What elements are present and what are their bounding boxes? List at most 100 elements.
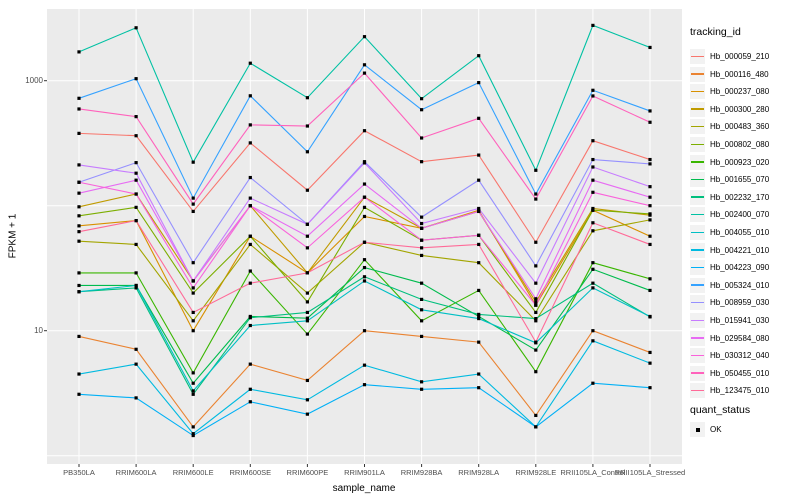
data-point [477,153,481,157]
legend-label: Hb_050455_010 [710,368,770,378]
legend-entry: Hb_000059_210 [690,49,769,64]
legend-entry: Hb_030312_040 [690,348,769,364]
data-point [362,205,367,209]
legend-label: Hb_015941_030 [710,316,770,325]
legend-entry: Hb_001655_070 [690,172,770,188]
data-point [191,261,195,265]
data-point [77,191,81,195]
data-point [248,323,252,328]
data-point [591,329,595,333]
data-point [420,319,424,323]
data-point [305,310,309,315]
legend-key [690,260,705,276]
data-point [134,192,138,196]
data-point [248,234,252,238]
data-point [534,348,538,352]
data-point [591,23,595,27]
data-point [477,206,481,211]
legend-key [690,84,705,100]
data-point [591,221,595,225]
legend-line-swatch [691,319,704,322]
legend-line-swatch [691,196,704,198]
data-point [305,319,309,323]
legend-line-swatch [691,266,704,269]
legend-key [690,313,705,328]
data-point [77,224,81,228]
data-point [248,94,252,98]
legend-line-swatch [691,389,704,392]
legend-label: Hb_004055_010 [710,228,770,237]
quant-status-legend-entry: OK [690,422,722,437]
data-point [534,303,538,307]
legend-label: Hb_004221_010 [710,245,770,255]
data-point [191,196,195,200]
legend-label: Hb_001655_070 [710,175,770,185]
data-point [362,329,367,333]
legend-key [690,348,705,364]
data-point [134,347,138,351]
data-point [534,310,538,315]
legend-label: Hb_000116_480 [710,69,769,79]
data-point [648,204,652,208]
data-point [534,240,538,244]
legend-line-swatch [691,354,704,357]
legend-entry: Hb_000237_080 [690,84,769,100]
data-point [77,334,81,339]
data-point [305,291,309,295]
data-point [648,45,652,50]
x-tick-label: RRIM600LA [115,468,157,477]
x-tick-label: PB350LA [63,468,95,477]
data-point [134,134,138,138]
legend-line-swatch [691,372,704,374]
data-point [134,115,138,119]
data-point [648,361,652,365]
data-point [191,381,195,385]
data-point [248,175,252,180]
data-point [534,264,538,268]
data-point [362,182,367,186]
data-point [305,300,309,304]
data-point [477,178,481,182]
data-point [77,271,81,275]
data-point [477,288,481,293]
data-point [477,54,481,58]
legend-entry: Hb_002400_070 [690,207,769,223]
data-point [362,265,367,270]
data-point [248,281,252,285]
data-point [534,297,538,301]
data-point [591,206,595,211]
data-point [420,215,424,219]
data-point [648,185,652,189]
data-point [420,380,424,384]
data-point [134,283,138,288]
data-point [77,239,81,243]
data-point [420,221,424,226]
legend-line-swatch [691,301,704,304]
data-point [534,192,538,196]
data-point [134,205,138,209]
legend-key [690,383,705,399]
data-point [191,389,195,393]
data-point [420,97,424,101]
legend-label: Hb_008959_030 [710,298,770,308]
x-tick-label: RRIM600SE [229,468,272,477]
data-point [134,171,138,175]
legend-key [690,189,705,205]
data-point [191,329,195,333]
data-point [534,168,538,172]
y-tick-label: 1000 [25,75,43,85]
data-point [362,279,367,283]
data-point [477,242,481,247]
data-point [534,300,538,304]
legend-entry: Hb_004223_090 [690,260,769,276]
data-point [477,81,481,85]
legend-key [690,365,705,381]
data-point [648,157,652,162]
data-point [477,209,481,214]
data-point [248,196,252,200]
data-point [477,314,481,319]
legend-key [690,277,705,293]
legend-label: Hb_000923_020 [710,157,770,167]
legend-entry: Hb_005324_010 [690,277,769,293]
